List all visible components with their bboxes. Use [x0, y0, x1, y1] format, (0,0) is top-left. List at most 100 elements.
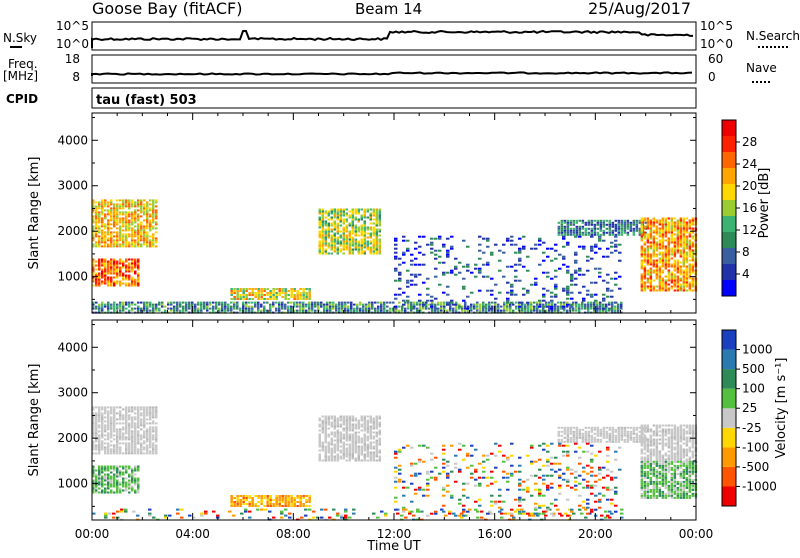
power-cell	[680, 290, 683, 292]
power-cell	[361, 245, 364, 247]
power-cell	[572, 302, 575, 304]
power-cell	[680, 262, 683, 264]
velocity-cell	[677, 433, 680, 435]
velocity-cell	[641, 485, 644, 487]
power-cell	[146, 209, 149, 211]
velocity-cell	[242, 503, 245, 505]
velocity-cell	[358, 432, 361, 434]
velocity-cell	[355, 418, 358, 420]
power-cell	[402, 240, 406, 242]
velocity-cell	[340, 456, 343, 458]
velocity-cell	[152, 436, 155, 438]
power-cell	[155, 221, 158, 223]
power-cell	[594, 300, 598, 302]
power-cell	[113, 267, 116, 269]
power-cell	[349, 231, 352, 233]
power-cell	[526, 256, 530, 258]
power-cell	[364, 229, 367, 231]
power-cell	[653, 266, 656, 268]
power-cell	[376, 225, 379, 227]
power-cell	[269, 304, 272, 306]
power-cell	[317, 306, 320, 308]
velocity-cell	[110, 466, 113, 468]
power-cell	[269, 290, 272, 292]
power-cell	[128, 265, 131, 267]
power-cell	[683, 290, 686, 292]
velocity-cell	[644, 453, 647, 455]
velocity-cell	[641, 477, 644, 479]
power-cell	[322, 211, 325, 213]
power-cell	[587, 304, 590, 306]
velocity-cell	[107, 428, 110, 430]
power-cell	[498, 250, 502, 252]
velocity-cell	[343, 420, 346, 422]
power-cell	[659, 224, 662, 226]
velocity-cell	[263, 505, 266, 507]
velocity-cell	[236, 497, 239, 499]
power-cell	[242, 306, 245, 308]
power-cell	[579, 234, 582, 236]
power-cell	[239, 288, 242, 290]
power-cell	[653, 288, 656, 290]
velocity-cell	[644, 483, 647, 485]
power-cell	[302, 290, 305, 292]
velocity-cell	[364, 454, 367, 456]
velocity-cell	[248, 501, 251, 503]
power-cell	[440, 310, 443, 312]
power-cell	[116, 239, 119, 241]
power-cell	[527, 308, 530, 310]
velocity-cell	[340, 450, 343, 452]
power-cell	[152, 241, 155, 243]
power-cell	[692, 224, 695, 226]
power-cell	[110, 239, 113, 241]
velocity-cell	[674, 429, 677, 431]
velocity-cell	[373, 420, 376, 422]
power-cell	[644, 290, 647, 292]
power-cell	[266, 298, 269, 300]
power-cell	[401, 308, 404, 310]
velocity-cell	[370, 442, 373, 444]
power-cell	[522, 246, 526, 248]
power-cell	[367, 217, 370, 219]
power-cell	[176, 308, 179, 310]
velocity-cell	[122, 486, 125, 488]
power-cell	[641, 246, 644, 248]
power-cell	[104, 269, 107, 271]
power-cell	[377, 310, 380, 312]
velocity-cell	[340, 416, 343, 418]
power-cell	[587, 310, 590, 312]
velocity-cell	[128, 438, 131, 440]
velocity-cell	[155, 430, 158, 432]
velocity-cell	[567, 437, 570, 439]
power-cell	[566, 288, 570, 290]
y-tick-label: 2000	[57, 224, 88, 238]
power-cell	[322, 223, 325, 225]
velocity-cell	[570, 431, 573, 433]
power-cell	[612, 224, 615, 226]
velocity-cell	[128, 452, 131, 454]
velocity-cell	[101, 472, 104, 474]
power-cell	[107, 269, 110, 271]
velocity-cell	[110, 428, 113, 430]
power-cell	[119, 229, 122, 231]
power-cell	[128, 310, 131, 312]
power-cell	[337, 237, 340, 239]
power-cell	[514, 270, 518, 272]
power-cell	[591, 228, 594, 230]
velocity-cell	[364, 418, 367, 420]
velocity-cell	[134, 492, 137, 494]
velocity-cell	[373, 428, 376, 430]
power-cell	[398, 272, 402, 274]
power-cell	[329, 304, 332, 306]
power-cell	[653, 240, 656, 242]
power-cell	[101, 231, 104, 233]
power-cell	[98, 205, 101, 207]
power-cell	[125, 261, 128, 263]
power-cell	[647, 278, 650, 280]
power-cell	[689, 286, 692, 288]
velocity-cell	[140, 420, 143, 422]
power-cell	[134, 265, 137, 267]
power-cell	[356, 308, 359, 310]
power-cell	[95, 205, 98, 207]
velocity-cell	[281, 497, 284, 499]
